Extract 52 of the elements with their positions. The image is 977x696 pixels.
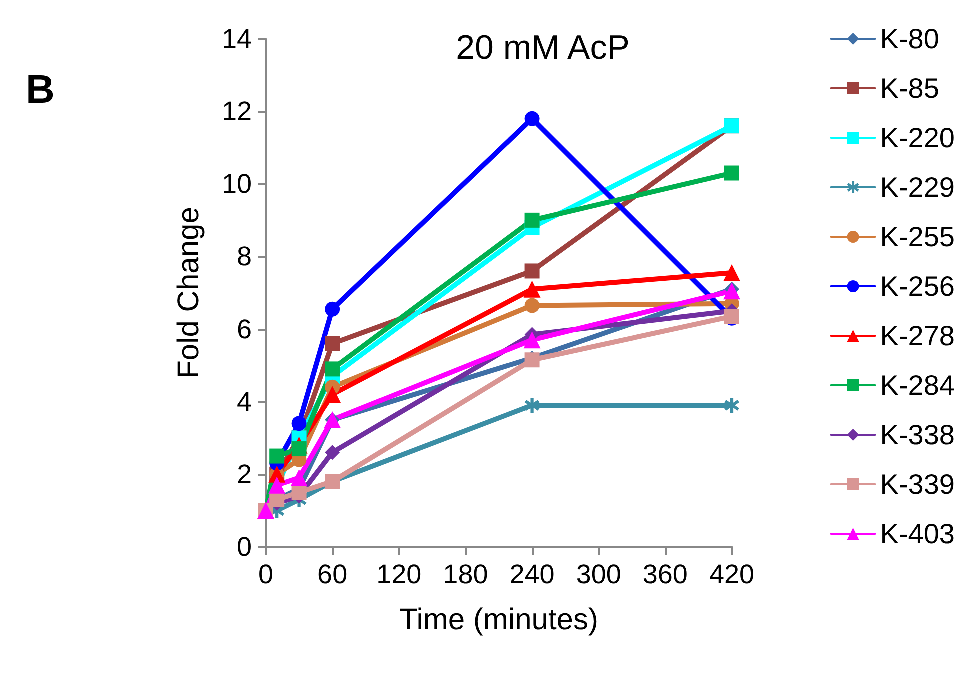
legend-label: K-339 — [880, 469, 955, 500]
point — [524, 332, 541, 349]
y-tick-label: 10 — [222, 169, 252, 200]
legend-label: K-220 — [880, 122, 955, 154]
point — [524, 298, 540, 314]
y-tick-label: 0 — [236, 532, 252, 562]
y-tick-label: 14 — [222, 24, 252, 54]
x-tick-label: 420 — [709, 560, 755, 590]
y-tick-label: 8 — [236, 242, 252, 272]
legend-label: K-284 — [880, 370, 955, 401]
legend-label: K-256 — [880, 271, 955, 302]
point — [524, 398, 540, 413]
point — [524, 212, 540, 228]
point — [524, 111, 540, 126]
point — [724, 166, 740, 181]
legend-label: K-338 — [880, 420, 955, 450]
x-tick-label: 120 — [376, 560, 422, 590]
y-axis-title: Fold Change — [172, 207, 206, 379]
point — [524, 264, 540, 279]
legend-label: K-403 — [880, 518, 955, 550]
point — [292, 442, 307, 457]
y-tick-label: 2 — [236, 459, 252, 490]
x-tick-label: 240 — [510, 560, 555, 590]
chart-title: 20 mM AcP — [456, 29, 630, 67]
point — [324, 386, 342, 404]
legend-label: K-85 — [880, 73, 940, 104]
y-tick-label: 6 — [236, 314, 252, 344]
point — [325, 362, 340, 377]
legend-label: K-229 — [880, 172, 955, 203]
point — [270, 448, 285, 464]
point — [325, 445, 340, 460]
point — [325, 302, 340, 317]
x-tick-label: 60 — [318, 560, 348, 590]
point — [724, 398, 740, 413]
point — [290, 470, 308, 487]
x-tick-label: 0 — [258, 560, 274, 590]
y-tick-label: 12 — [222, 96, 252, 127]
point — [268, 476, 286, 494]
point — [325, 336, 340, 352]
point — [524, 280, 541, 298]
text: B — [26, 68, 55, 112]
point — [724, 264, 740, 282]
x-axis-title: Time (minutes) — [400, 604, 598, 636]
x-tick-label: 360 — [642, 560, 688, 590]
legend-label: K-80 — [880, 24, 940, 54]
x-tick-label: 180 — [443, 560, 488, 590]
x-tick-label: 300 — [576, 560, 622, 590]
point — [292, 416, 307, 432]
legend-label: K-278 — [880, 320, 955, 352]
y-tick-label: 4 — [236, 386, 252, 417]
point — [724, 282, 740, 300]
legend-label: K-255 — [880, 222, 955, 252]
